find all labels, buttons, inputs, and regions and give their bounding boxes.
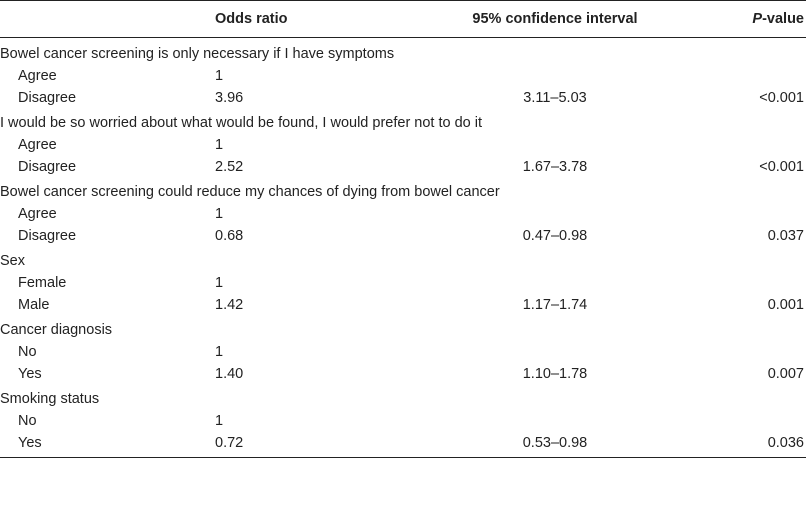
odds-ratio-cell: 1 bbox=[215, 413, 224, 429]
odds-ratio-cell: 1 bbox=[215, 206, 224, 222]
odds-ratio-cell: 1.40 bbox=[215, 366, 244, 382]
p-value-cell bbox=[720, 65, 806, 87]
group-row: Bowel cancer screening is only necessary… bbox=[0, 38, 806, 66]
confidence-interval-cell: 1.10–1.78 bbox=[522, 366, 588, 382]
row-label: Agree bbox=[18, 206, 57, 222]
row-label: Yes bbox=[0, 432, 215, 458]
row-label: Agree bbox=[18, 137, 57, 153]
confidence-interval-cell bbox=[390, 65, 720, 87]
header-p-italic: P bbox=[752, 11, 763, 27]
odds-ratio-cell: 2.52 bbox=[215, 159, 244, 175]
header-p-value: P-value bbox=[720, 0, 806, 38]
row-label: Yes bbox=[18, 366, 42, 382]
group-title: Smoking status bbox=[0, 390, 100, 407]
header-p-rest: -value bbox=[762, 11, 804, 27]
group-title: I would be so worried about what would b… bbox=[0, 114, 483, 131]
p-value-cell: 0.007 bbox=[767, 366, 804, 382]
p-value-cell bbox=[720, 203, 806, 225]
confidence-interval-cell: 1.67–3.78 bbox=[522, 159, 588, 175]
group-title: Cancer diagnosis bbox=[0, 321, 113, 338]
table-row: Agree 1 bbox=[0, 65, 806, 87]
p-value-cell: 0.036 bbox=[720, 432, 806, 458]
table-row: Agree 1 bbox=[0, 134, 806, 156]
results-table-container: Odds ratio 95% confidence interval P-val… bbox=[0, 0, 806, 458]
odds-ratio-cell: 0.72 bbox=[215, 432, 390, 458]
table-row: Disagree 2.52 1.67–3.78 <0.001 bbox=[0, 156, 806, 178]
p-value-cell bbox=[720, 410, 806, 432]
p-value-cell: <0.001 bbox=[759, 90, 804, 106]
group-title: Bowel cancer screening is only necessary… bbox=[0, 45, 395, 62]
p-value-cell: 0.037 bbox=[767, 228, 804, 244]
table-row: Agree 1 bbox=[0, 203, 806, 225]
group-row: Cancer diagnosis bbox=[0, 316, 806, 341]
confidence-interval-cell: 3.11–5.03 bbox=[523, 90, 587, 106]
table-row: Yes 0.72 0.53–0.98 0.036 bbox=[0, 432, 806, 458]
odds-ratio-cell: 3.96 bbox=[215, 90, 244, 106]
row-label: Male bbox=[18, 297, 50, 313]
row-label: Disagree bbox=[18, 90, 77, 106]
confidence-interval-cell bbox=[390, 341, 720, 363]
odds-ratio-cell: 1 bbox=[215, 275, 224, 291]
group-title: Bowel cancer screening could reduce my c… bbox=[0, 183, 500, 200]
confidence-interval-cell bbox=[390, 272, 720, 294]
confidence-interval-cell bbox=[390, 203, 720, 225]
odds-ratio-cell: 1 bbox=[215, 68, 224, 84]
row-label: Female bbox=[18, 275, 67, 291]
odds-ratio-cell: 1 bbox=[215, 344, 224, 360]
table-row: No 1 bbox=[0, 341, 806, 363]
table-row: Disagree 0.68 0.47–0.98 0.037 bbox=[0, 225, 806, 247]
odds-ratio-cell: 0.68 bbox=[215, 228, 244, 244]
confidence-interval-cell bbox=[390, 410, 720, 432]
confidence-interval-cell: 0.53–0.98 bbox=[390, 432, 720, 458]
group-row: Bowel cancer screening could reduce my c… bbox=[0, 178, 806, 203]
p-value-cell bbox=[720, 272, 806, 294]
row-label: Disagree bbox=[18, 159, 77, 175]
table-body: Bowel cancer screening is only necessary… bbox=[0, 38, 806, 458]
group-title: Sex bbox=[0, 252, 25, 269]
row-label: No bbox=[18, 344, 37, 360]
odds-ratio-table: Odds ratio 95% confidence interval P-val… bbox=[0, 0, 806, 458]
header-row: Odds ratio 95% confidence interval P-val… bbox=[0, 0, 806, 38]
odds-ratio-cell: 1.42 bbox=[215, 297, 244, 313]
table-row: Female 1 bbox=[0, 272, 806, 294]
header-odds-ratio: Odds ratio bbox=[215, 0, 390, 38]
confidence-interval-cell: 1.17–1.74 bbox=[522, 297, 588, 313]
p-value-cell: <0.001 bbox=[759, 159, 804, 175]
p-value-cell bbox=[720, 341, 806, 363]
table-row: Male 1.42 1.17–1.74 0.001 bbox=[0, 294, 806, 316]
p-value-cell bbox=[720, 134, 806, 156]
table-row: Yes 1.40 1.10–1.78 0.007 bbox=[0, 363, 806, 385]
table-row: Disagree 3.96 3.11–5.03 <0.001 bbox=[0, 87, 806, 109]
header-confidence-interval: 95% confidence interval bbox=[390, 0, 720, 38]
group-row: I would be so worried about what would b… bbox=[0, 109, 806, 134]
row-label: No bbox=[18, 413, 37, 429]
table-header: Odds ratio 95% confidence interval P-val… bbox=[0, 0, 806, 38]
row-label: Disagree bbox=[18, 228, 77, 244]
group-row: Sex bbox=[0, 247, 806, 272]
confidence-interval-cell bbox=[390, 134, 720, 156]
header-label bbox=[0, 0, 215, 38]
table-row: No 1 bbox=[0, 410, 806, 432]
confidence-interval-cell: 0.47–0.98 bbox=[522, 228, 588, 244]
p-value-cell: 0.001 bbox=[767, 297, 804, 313]
row-label: Agree bbox=[18, 68, 57, 84]
group-row: Smoking status bbox=[0, 385, 806, 410]
odds-ratio-cell: 1 bbox=[215, 137, 224, 153]
